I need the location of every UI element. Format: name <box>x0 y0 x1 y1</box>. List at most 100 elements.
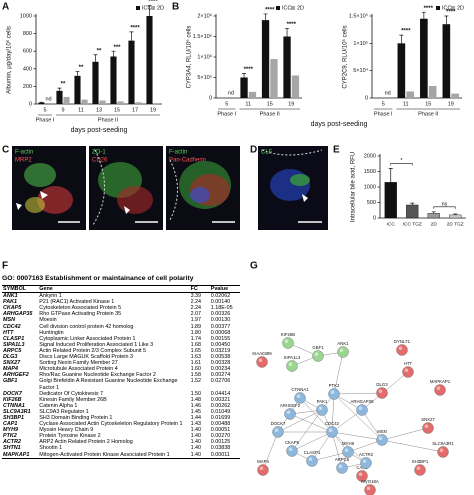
error-bar <box>285 27 290 37</box>
image-label: F-actin <box>169 150 187 156</box>
bar <box>442 24 451 99</box>
table-cell: ARPC5 <box>3 347 22 354</box>
table-row: SLC9A3R1 SLC9A3 Regulator 1 1.45 0.01049 <box>2 409 240 415</box>
table-cell: ARP2 Actin Related Protein 2 Homolog <box>39 439 133 446</box>
significance: **** <box>401 29 411 35</box>
network-node <box>434 384 446 396</box>
x-tick-label: 5 <box>43 107 46 113</box>
table-panel: GO: 0007163 Establishment or maintainanc… <box>2 274 240 459</box>
node-highlight <box>258 358 263 363</box>
table-cell: 0.00068 <box>210 329 231 336</box>
error-bar <box>111 50 116 57</box>
y-tick-label: 1000 <box>364 184 376 190</box>
node-highlight <box>328 428 333 433</box>
table-header: Pvalue <box>209 284 240 294</box>
table-cell: 1.58 <box>190 372 202 379</box>
phase-label: Phase I <box>217 111 236 117</box>
error-bar <box>263 13 268 21</box>
table-cell: 0.00140 <box>210 299 231 306</box>
error-bar <box>93 54 98 62</box>
x-tick-label: ICC <box>387 221 396 227</box>
network-edge <box>333 392 383 395</box>
table-cell: 0.02706 <box>210 378 231 385</box>
y-tick-label: 2000 <box>364 153 376 159</box>
node-highlight <box>436 386 441 391</box>
legend-swatch <box>451 6 455 10</box>
node-highlight <box>296 394 301 399</box>
table-cell: 0.00326 <box>210 311 231 318</box>
y-tick-label: 0 <box>29 101 32 107</box>
table-row: CTNNA1 Catenin Alpha 1 1.46 0.00262 <box>2 403 240 409</box>
table-cell: 0.00155 <box>210 335 231 342</box>
table-row: PAK1 P21 (RAC1) Activated Kinase 1 2.24 0.0… <box>2 299 240 305</box>
bar <box>81 99 88 104</box>
table-cell: 0.04414 <box>210 390 231 397</box>
node-label: DLG3 <box>376 382 388 387</box>
table-cell: 1.74 <box>190 335 202 342</box>
table-cell: Rho GTPase Activating Protein 35 <box>39 311 122 318</box>
table-cell: Rho/Rac Guanine Nucleotide Exchange Fact… <box>39 372 156 379</box>
network-node <box>286 360 298 372</box>
bar <box>406 204 419 219</box>
significance: **** <box>130 25 140 31</box>
network-edge <box>291 431 333 452</box>
network-edge <box>381 427 429 441</box>
table-cell: DOCK7 <box>3 390 22 397</box>
value-label: nd <box>45 96 51 102</box>
bar <box>248 91 257 98</box>
bar <box>427 213 440 219</box>
table-cell: MSN <box>3 317 15 324</box>
y-tick-label: 5×10⁵ <box>197 74 212 81</box>
network-node <box>364 484 376 495</box>
node-label: PAK1 <box>317 399 328 404</box>
table-cell: 0.00488 <box>210 421 231 428</box>
table-cell: SHTN1 <box>3 445 21 452</box>
table-cell: 0.01699 <box>210 414 231 421</box>
network-node <box>414 464 426 476</box>
node-label: HTT <box>404 361 413 366</box>
table-cell: 1.50 <box>190 390 202 397</box>
error-bar <box>57 87 62 91</box>
y-tick-label: 0 <box>373 215 376 221</box>
table-cell: Huntingtin <box>39 329 64 336</box>
table-cell: 1.40 <box>190 427 202 434</box>
table-cell: 2.07 <box>190 311 202 318</box>
node-label: MAPKAP1 <box>430 379 451 384</box>
table-cell: Moesin <box>39 317 57 324</box>
table-cell: DLG3 <box>3 354 18 361</box>
x-axis-title: days post-seeding <box>71 127 128 134</box>
legend-label: ICC <box>282 5 292 11</box>
node-highlight <box>439 448 444 453</box>
node-label: MYH9 <box>342 441 355 446</box>
panel-label: A <box>2 2 9 13</box>
image-label: MRP2 <box>15 158 32 164</box>
table-cell: 2.24 <box>190 305 202 312</box>
table-cell: Sorting Nexin Family Member 27 <box>39 360 118 367</box>
table-cell: ARHGAP35 <box>3 311 33 318</box>
table-cell: 0.00328 <box>210 360 231 367</box>
node-highlight <box>259 466 264 471</box>
table-cell: 0.03838 <box>210 445 231 452</box>
y-tick-label: 1×10⁵ <box>353 40 368 47</box>
bar <box>117 101 124 104</box>
table-cell: 1.80 <box>190 329 202 336</box>
panel-label: G <box>250 261 258 272</box>
node-highlight <box>288 362 293 367</box>
table-cell: SLC9A3R1 <box>3 408 31 415</box>
node-highlight <box>288 447 293 452</box>
table-cell: 1.61 <box>190 360 202 367</box>
table-row: DOCK7 Dedicator Of Cytokinesis 7 1.50 0.044… <box>2 391 240 397</box>
y-tick-label: 1500 <box>364 169 376 175</box>
bar <box>449 214 462 219</box>
node-highlight <box>314 352 319 357</box>
phase-label: Phase II <box>98 117 119 123</box>
error-bar <box>75 71 80 76</box>
network-edge <box>361 409 383 441</box>
network-node <box>326 426 338 438</box>
table-cell: SLC9A3 Regulator 1 <box>39 408 89 415</box>
panel-label: E <box>333 145 340 156</box>
node-label: ACTR2 <box>359 452 374 457</box>
error-bar <box>399 34 404 44</box>
node-label: KIAA0389 <box>252 351 272 356</box>
table-cell: KIF26B <box>3 396 22 403</box>
